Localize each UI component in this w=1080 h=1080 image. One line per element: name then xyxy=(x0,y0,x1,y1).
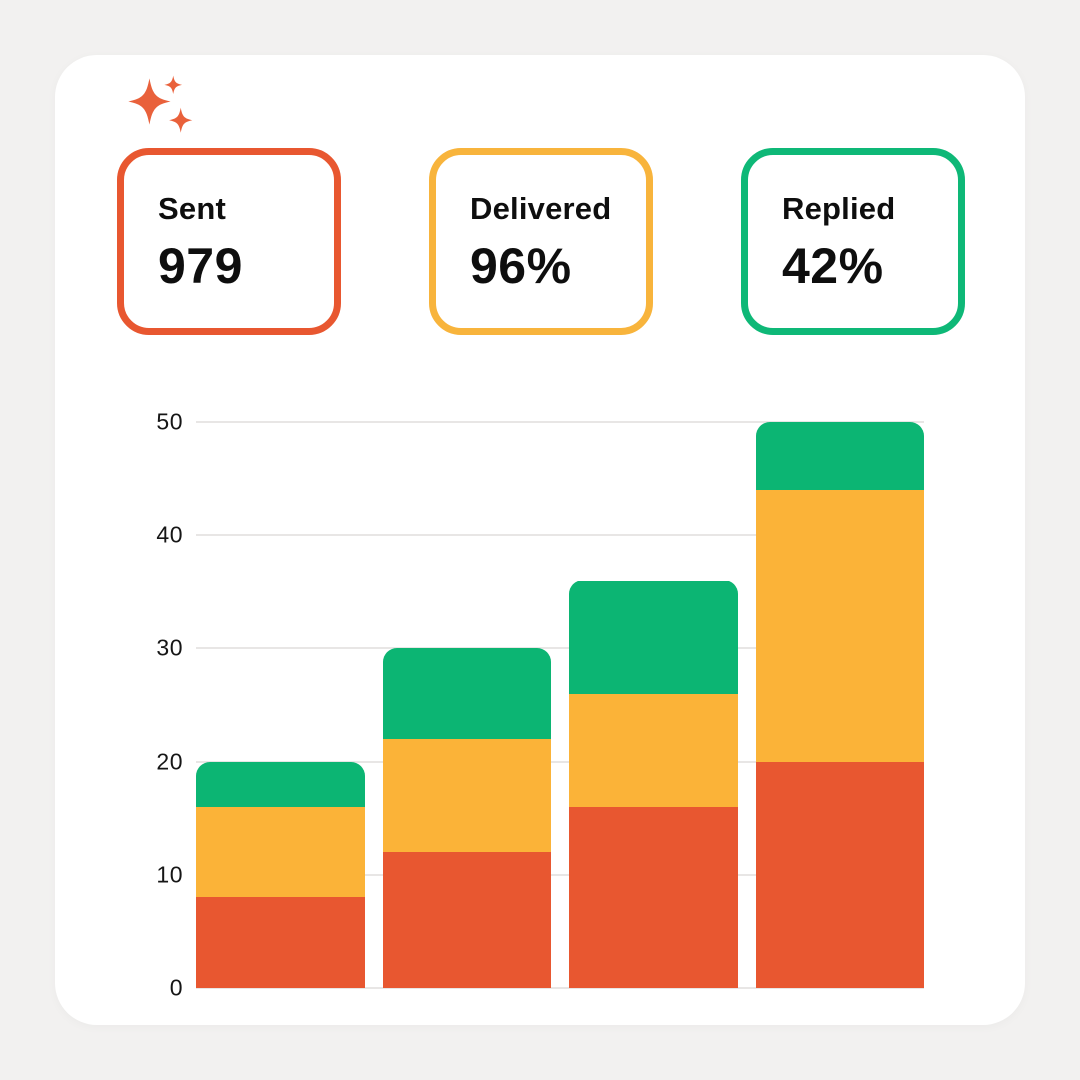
gridline-y-50 xyxy=(196,421,924,423)
stat-label-sent: Sent xyxy=(158,191,226,226)
bar-4-segment-delivered xyxy=(755,489,924,762)
bar-2-segment-sent xyxy=(382,852,551,988)
stat-card-delivered: Delivered 96% xyxy=(429,148,653,335)
gridline-y-20 xyxy=(196,760,924,763)
y-axis-tick-label-0: 0 xyxy=(169,974,183,1001)
stacked-bar-chart: 0 10 20 30 40 50 xyxy=(156,409,924,1001)
stat-value-sent: 979 xyxy=(158,238,243,294)
gridline-y-30 xyxy=(196,647,924,650)
stacked-bar-2 xyxy=(382,648,551,988)
y-axis-tick-label-40: 40 xyxy=(156,521,183,548)
bar-2-segment-replied xyxy=(382,648,551,739)
bars-group xyxy=(196,422,924,988)
bar-1-segment-sent xyxy=(196,897,365,988)
stat-value-delivered: 96% xyxy=(470,238,572,294)
stat-label-replied: Replied xyxy=(782,191,896,226)
bar-3-segment-delivered xyxy=(569,693,738,807)
bar-3-segment-replied xyxy=(569,580,738,694)
y-axis-tick-label-30: 30 xyxy=(156,634,183,661)
stat-card-sent: Sent 979 xyxy=(117,148,341,335)
infographic-card: Sent 979 Delivered 96% Replied 42% 0 10 20… xyxy=(55,55,1025,1025)
stats-row: Sent 979 Delivered 96% Replied 42% xyxy=(117,148,965,335)
stat-value-replied: 42% xyxy=(782,238,884,294)
bar-4-segment-sent xyxy=(755,761,924,988)
bar-1-segment-delivered xyxy=(196,806,365,898)
stat-label-delivered: Delivered xyxy=(470,191,612,226)
bar-2-segment-delivered xyxy=(382,738,551,853)
gridline-y-10 xyxy=(196,873,924,876)
bar-1-segment-replied xyxy=(196,761,365,807)
gridline-y-0 xyxy=(196,987,924,989)
y-axis-tick-label-10: 10 xyxy=(156,861,183,888)
gridline-y-40 xyxy=(196,534,924,537)
y-axis-tick-label-20: 20 xyxy=(156,748,183,775)
stacked-bar-4 xyxy=(755,422,924,988)
stacked-bar-1 xyxy=(196,761,365,988)
sparkle-icon xyxy=(128,75,193,133)
stacked-bar-3 xyxy=(569,580,738,988)
bar-4-segment-replied xyxy=(755,422,924,490)
stat-card-replied: Replied 42% xyxy=(741,148,965,335)
bar-3-segment-sent xyxy=(569,806,738,988)
y-axis-tick-label-50: 50 xyxy=(156,408,183,435)
